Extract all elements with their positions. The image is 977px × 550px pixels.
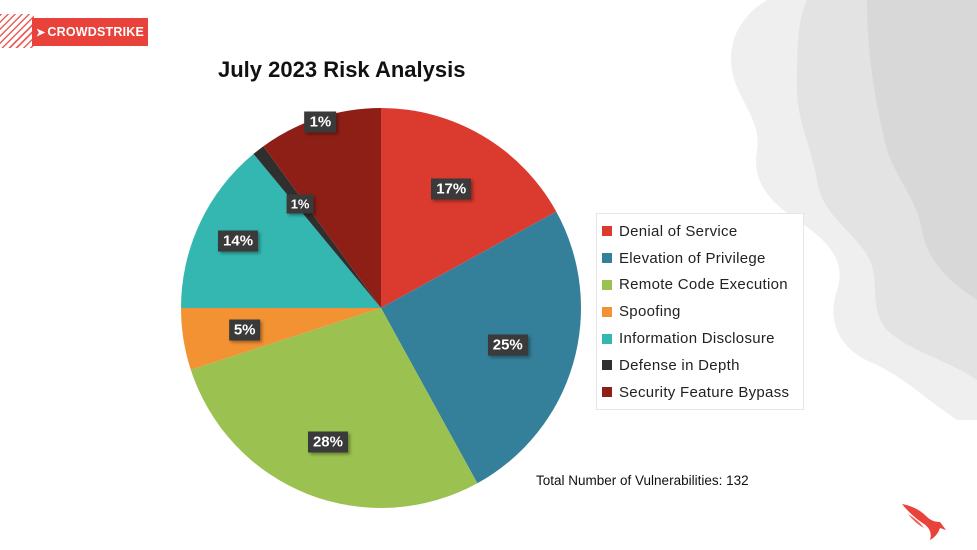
- pie-slice-information-disclosure: [181, 153, 381, 308]
- legend-item-remote-code-execution: Remote Code Execution: [597, 272, 803, 299]
- pie-slice-security-feature-bypass: [263, 108, 381, 308]
- legend-label: Elevation of Privilege: [619, 249, 766, 267]
- legend-swatch: [602, 279, 612, 290]
- legend-label: Information Disclosure: [619, 330, 775, 348]
- logo-text: CROWDSTRIKE: [47, 25, 145, 39]
- falcon-mark-icon: ➤: [35, 26, 46, 39]
- legend-item-defense-in-depth: Defense in Depth: [597, 352, 803, 379]
- crowdstrike-logo: ➤ CROWDSTRIKE: [32, 18, 148, 46]
- falcon-icon: [902, 504, 946, 540]
- legend-label: Spoofing: [619, 303, 681, 321]
- background-face-graphic: [731, 0, 977, 420]
- data-label-security-feature-bypass: 1%: [304, 111, 337, 133]
- legend-swatch: [602, 306, 612, 317]
- legend-label: Security Feature Bypass: [619, 383, 790, 401]
- legend-item-security-feature-bypass: Security Feature Bypass: [597, 379, 803, 406]
- total-vulnerabilities: Total Number of Vulnerabilities: 132: [536, 473, 749, 488]
- pie-slice-remote-code-execution: [190, 308, 478, 508]
- hatch-decoration: [0, 14, 34, 48]
- data-label-remote-code-execution: 28%: [307, 431, 348, 453]
- pie-slice-defense-in-depth: [253, 146, 381, 308]
- pie-slice-elevation-of-privilege: [381, 211, 581, 484]
- legend-label: Denial of Service: [619, 222, 738, 240]
- pie-slice-denial-of-service: [381, 108, 557, 308]
- data-label-information-disclosure: 14%: [218, 230, 259, 252]
- data-label-spoofing: 5%: [228, 319, 261, 341]
- data-label-defense-in-depth: 1%: [286, 194, 314, 214]
- legend-item-spoofing: Spoofing: [597, 298, 803, 325]
- data-label-elevation-of-privilege: 25%: [487, 334, 528, 356]
- legend-swatch: [602, 333, 612, 344]
- legend-swatch: [602, 360, 612, 371]
- chart-legend: Denial of Service Elevation of Privilege R…: [596, 213, 804, 410]
- legend-item-denial-of-service: Denial of Service: [597, 218, 803, 245]
- chart-title: July 2023 Risk Analysis: [218, 57, 466, 82]
- legend-label: Defense in Depth: [619, 356, 740, 374]
- legend-item-information-disclosure: Information Disclosure: [597, 325, 803, 352]
- legend-swatch: [602, 253, 612, 264]
- legend-swatch: [602, 387, 612, 398]
- legend-label: Remote Code Execution: [619, 276, 788, 294]
- legend-item-elevation-of-privilege: Elevation of Privilege: [597, 245, 803, 272]
- legend-swatch: [602, 226, 612, 237]
- data-label-denial-of-service: 17%: [431, 178, 472, 200]
